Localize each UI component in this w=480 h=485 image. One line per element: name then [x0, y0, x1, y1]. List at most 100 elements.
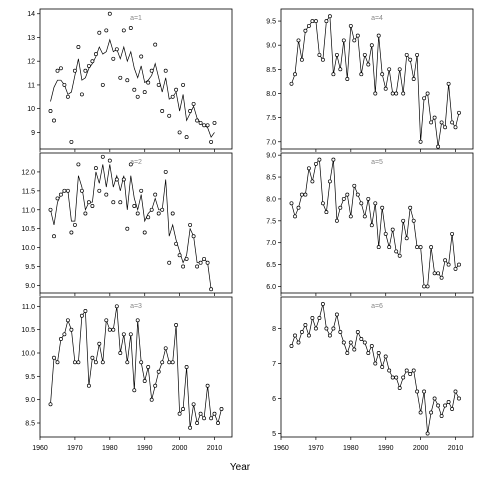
data-point	[345, 192, 350, 197]
data-point	[177, 253, 182, 258]
data-point	[299, 192, 304, 197]
data-point	[86, 383, 91, 388]
data-point	[170, 211, 175, 216]
data-point	[383, 86, 388, 91]
data-point	[327, 179, 332, 184]
data-point	[352, 347, 357, 352]
data-point	[411, 77, 416, 81]
data-point	[160, 109, 165, 113]
data-point	[111, 56, 116, 61]
data-point	[79, 313, 84, 318]
y-tick-label: 7.0	[266, 240, 276, 247]
data-point	[338, 205, 343, 210]
data-point	[65, 94, 70, 99]
data-point	[107, 11, 112, 16]
data-point	[293, 72, 297, 77]
data-point	[181, 264, 186, 269]
data-point	[436, 144, 441, 149]
data-point	[401, 218, 406, 223]
data-point	[422, 389, 427, 394]
data-point	[209, 139, 214, 144]
data-point	[383, 231, 388, 236]
data-point	[299, 330, 304, 334]
y-tick-label: 8.0	[266, 91, 276, 98]
data-point	[160, 360, 165, 365]
data-point	[219, 407, 224, 411]
data-point	[443, 125, 448, 130]
data-point	[195, 421, 200, 425]
data-point	[48, 109, 53, 113]
y-tick-label: 6.0	[266, 284, 276, 291]
x-tick-label: 1980	[102, 445, 118, 452]
data-point	[156, 211, 161, 216]
data-point	[348, 340, 353, 345]
data-point	[338, 330, 343, 334]
data-point	[390, 91, 395, 96]
panel-title: a=1	[130, 15, 142, 22]
panel-frame	[39, 152, 233, 294]
data-point	[198, 411, 203, 416]
y-tick-label: 13	[27, 35, 35, 42]
data-point	[439, 275, 444, 280]
panel-a-1: a=1 9 10 11 12 13 14	[27, 8, 233, 152]
data-point	[139, 54, 144, 59]
panel-frame	[39, 8, 233, 150]
data-point	[408, 372, 413, 376]
data-point	[331, 326, 336, 331]
data-point	[408, 205, 413, 210]
data-point	[443, 258, 448, 263]
data-point	[359, 72, 364, 77]
data-point	[303, 28, 308, 33]
data-point	[293, 333, 297, 338]
data-point	[156, 82, 161, 87]
data-point	[97, 188, 102, 193]
data-point	[415, 52, 420, 57]
data-point	[97, 341, 102, 346]
data-point	[184, 256, 189, 261]
y-tick-label: 9.5	[266, 19, 276, 26]
data-point	[58, 66, 63, 71]
data-point	[366, 196, 371, 201]
data-point	[296, 205, 301, 210]
data-point	[79, 188, 84, 193]
data-point	[188, 425, 193, 430]
data-point	[397, 67, 402, 72]
data-point	[289, 344, 294, 348]
series-line	[50, 164, 212, 290]
data-point	[86, 200, 91, 205]
data-point	[48, 402, 53, 407]
data-point	[429, 245, 434, 250]
data-point	[390, 227, 395, 232]
data-point	[439, 120, 444, 125]
data-point	[453, 125, 458, 130]
data-point	[121, 332, 126, 337]
panel-a-2: a=2 9.0 9.5 10.0 10.5 11.0 11.5 12.0	[21, 152, 233, 296]
data-point	[128, 26, 133, 30]
data-point	[450, 120, 455, 125]
data-point	[125, 360, 130, 365]
data-point	[366, 62, 371, 67]
data-point	[188, 222, 193, 227]
data-point	[331, 157, 336, 162]
data-point	[83, 211, 88, 216]
data-point	[432, 271, 437, 276]
x-tick-label: 2010	[207, 445, 223, 452]
data-point	[149, 68, 154, 73]
series-line	[50, 38, 215, 138]
data-point	[296, 340, 301, 345]
data-point	[153, 383, 158, 388]
data-point	[387, 67, 392, 72]
data-point	[418, 139, 423, 144]
y-tick-label: 8.5	[266, 67, 276, 74]
data-point	[404, 368, 409, 373]
data-point	[450, 231, 455, 236]
data-point	[453, 266, 458, 271]
data-point	[181, 82, 186, 87]
data-point	[104, 192, 109, 197]
data-point	[205, 123, 210, 128]
data-point	[100, 360, 105, 365]
data-point	[418, 245, 423, 250]
data-point	[348, 214, 353, 219]
data-point	[457, 262, 461, 267]
